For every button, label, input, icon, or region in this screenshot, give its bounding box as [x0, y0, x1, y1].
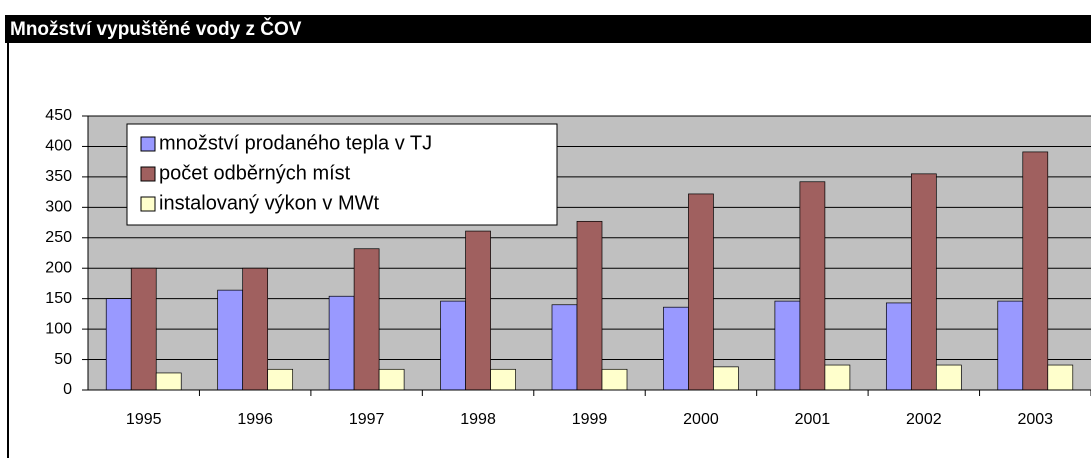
bar [885, 302, 912, 391]
bar [551, 304, 578, 391]
bar [601, 368, 628, 391]
bar [799, 181, 826, 391]
bar [824, 364, 851, 391]
y-tick-label: 150 [45, 290, 72, 307]
legend-swatch [140, 166, 156, 182]
y-tick-label: 200 [45, 259, 72, 276]
y-tick-label: 350 [45, 168, 72, 185]
bar [378, 368, 405, 391]
legend-box [126, 123, 558, 226]
bar [663, 306, 689, 391]
legend-label: instalovaný výkon v MWt [159, 192, 380, 214]
x-tick-label: 1998 [460, 411, 496, 428]
bar [440, 300, 466, 391]
y-tick-label: 0 [63, 381, 72, 398]
legend-swatch [140, 196, 156, 212]
bar [713, 366, 739, 391]
x-tick-label: 2003 [1017, 411, 1053, 428]
bar [130, 267, 157, 391]
bar [576, 220, 603, 391]
bar [105, 298, 132, 391]
bar [688, 193, 714, 391]
bar [774, 300, 801, 391]
bar [1047, 364, 1074, 391]
bar [328, 295, 355, 391]
bar [997, 300, 1024, 391]
bar [935, 364, 962, 391]
bar [1022, 151, 1049, 391]
y-tick-label: 450 [45, 107, 72, 124]
x-tick-label: 2001 [795, 411, 831, 428]
legend-label: množství prodaného tepla v TJ [159, 132, 432, 154]
y-tick-label: 250 [45, 229, 72, 246]
y-tick-label: 300 [45, 199, 72, 216]
chart-title: Množství vypuštěné vody z ČOV [10, 18, 302, 40]
bar [490, 368, 516, 391]
legend-label: počet odběrných míst [159, 162, 351, 184]
title-bar [5, 15, 1091, 43]
x-tick-label: 1996 [237, 411, 273, 428]
bar [155, 372, 182, 391]
x-tick-label: 2002 [906, 411, 942, 428]
y-tick-label: 400 [45, 138, 72, 155]
x-tick-label: 1997 [349, 411, 385, 428]
bar [465, 230, 491, 391]
bar [217, 289, 244, 391]
bar [267, 368, 294, 391]
x-tick-label: 1995 [126, 411, 162, 428]
x-tick-label: 2000 [683, 411, 719, 428]
bar [242, 267, 269, 391]
legend-swatch [140, 136, 156, 152]
bar [910, 173, 937, 391]
y-tick-label: 100 [45, 320, 72, 337]
x-tick-label: 1999 [572, 411, 608, 428]
bar [353, 248, 380, 391]
y-tick-label: 50 [54, 351, 72, 368]
